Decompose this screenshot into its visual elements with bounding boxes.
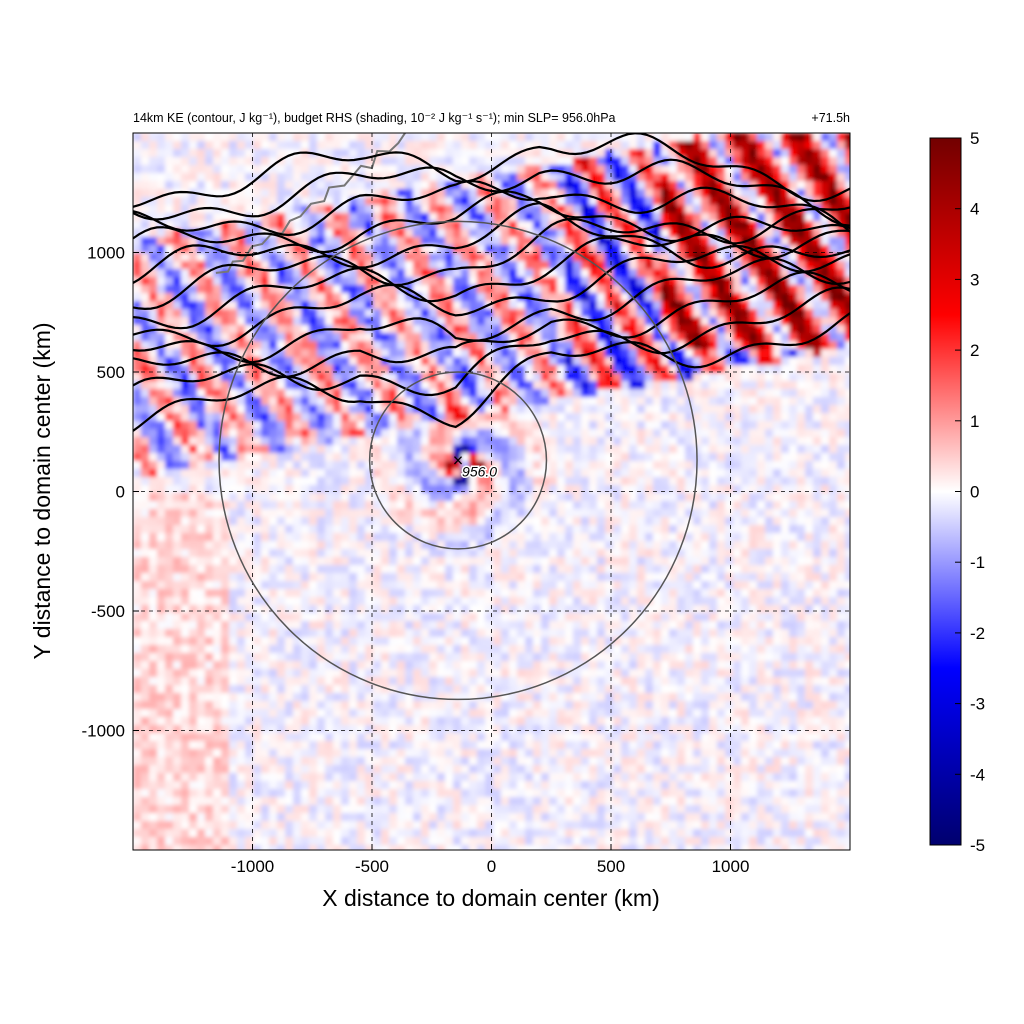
x-tick-label: 0 bbox=[487, 857, 496, 876]
storm-ring bbox=[218, 220, 698, 701]
colorbar: -5 -4 -3 -2 -1 0 1 2 3 4 5 bbox=[929, 129, 985, 855]
y-tick-label: -1000 bbox=[82, 722, 125, 741]
storm-ring bbox=[368, 371, 548, 550]
y-tick-label: 500 bbox=[97, 363, 125, 382]
ke-contour-line bbox=[133, 206, 850, 311]
shading-field bbox=[133, 133, 850, 850]
x-tick-label: -1000 bbox=[231, 857, 274, 876]
y-axis: -1000 -500 0 500 1000 bbox=[82, 244, 139, 741]
forecast-time-label: +71.5h bbox=[811, 111, 850, 125]
colorbar-ticks: -5 -4 -3 -2 -1 0 1 2 3 4 5 bbox=[955, 129, 985, 855]
x-tick-label: 1000 bbox=[712, 857, 750, 876]
ke-contour-line bbox=[133, 257, 850, 364]
colorbar-tick-label: 4 bbox=[970, 200, 979, 219]
colorbar-tick-label: -2 bbox=[970, 624, 985, 643]
y-axis-label: Y distance to domain center (km) bbox=[29, 322, 55, 659]
ke-contour-line bbox=[133, 190, 850, 254]
colorbar-tick-label: 5 bbox=[970, 129, 979, 148]
plot-area: × 956.0 bbox=[133, 133, 850, 850]
storm-center: × 956.0 bbox=[453, 450, 499, 481]
storm-rings bbox=[218, 220, 698, 701]
chart-title: 14km KE (contour, J kg⁻¹), budget RHS (s… bbox=[133, 111, 616, 125]
colorbar-tick-label: 1 bbox=[970, 412, 979, 431]
storm-min-slp-label: 956.0 bbox=[462, 463, 497, 479]
colorbar-tick-label: -4 bbox=[970, 765, 985, 784]
x-tick-label: 500 bbox=[597, 857, 625, 876]
x-axis: -1000 -500 0 500 1000 bbox=[231, 844, 750, 876]
colorbar-tick-label: 2 bbox=[970, 341, 979, 360]
colorbar-tick-label: 3 bbox=[970, 270, 979, 289]
colorbar-tick-label: 0 bbox=[970, 483, 979, 502]
colorbar-tick-label: -5 bbox=[970, 836, 985, 855]
y-tick-label: 1000 bbox=[87, 244, 125, 263]
y-tick-label: 0 bbox=[116, 483, 125, 502]
x-tick-label: -500 bbox=[355, 857, 389, 876]
y-tick-label: -500 bbox=[91, 602, 125, 621]
colorbar-tick-label: -3 bbox=[970, 695, 985, 714]
colorbar-tick-label: -1 bbox=[970, 553, 985, 572]
storm-center-marker: × bbox=[453, 450, 464, 470]
x-axis-label: X distance to domain center (km) bbox=[322, 885, 659, 911]
